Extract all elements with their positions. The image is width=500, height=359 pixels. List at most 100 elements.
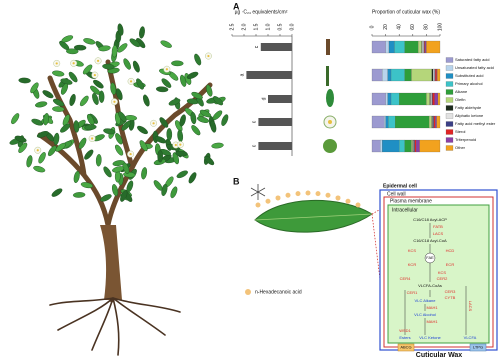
leaf (177, 129, 184, 143)
leaf (139, 140, 148, 152)
leaf (18, 77, 31, 84)
bar (258, 118, 292, 126)
bar-segment (433, 68, 435, 82)
pathway-node: KCS (408, 248, 417, 253)
flower-center (113, 100, 116, 103)
x-tick-label: 0.5 (277, 23, 283, 30)
legend-swatch (445, 129, 454, 135)
leaf (170, 186, 178, 199)
leaf (72, 192, 86, 198)
bar-segment (371, 115, 385, 129)
bar-axis-title: µg ·C₂₄ equivalents/cm² (235, 9, 288, 15)
fruit-icon (323, 139, 337, 153)
bar-segment (394, 40, 405, 54)
leaf (211, 142, 224, 149)
leaf (143, 94, 150, 107)
pathway-node: MAH1 (426, 319, 438, 324)
leaf (160, 40, 172, 48)
bar-segment (390, 68, 405, 82)
bar-segment (413, 139, 415, 153)
leaf (79, 95, 89, 107)
bar (260, 43, 292, 51)
legend-swatch (445, 81, 454, 87)
pathway-node: C16/C18 Acyl-CoA (413, 238, 447, 243)
leaf-vein (254, 213, 373, 221)
bar-segment (432, 92, 435, 106)
leaf (179, 114, 186, 127)
leaf (115, 133, 123, 145)
bar-segment (399, 92, 427, 106)
leaf (33, 165, 46, 173)
bar-segment (424, 40, 426, 54)
bar-segment (436, 68, 438, 82)
leaf (84, 149, 94, 160)
bar-segment (411, 68, 432, 82)
wax-dot (265, 198, 271, 204)
leaf (123, 58, 131, 70)
panel-label: B (233, 176, 240, 186)
bar-segment (430, 92, 432, 106)
bar-segment (426, 40, 441, 54)
leaf (82, 64, 93, 75)
leaf (115, 144, 124, 156)
flower-center (165, 68, 168, 71)
pathway-node: HCD (446, 248, 455, 253)
trunk (100, 225, 122, 300)
leaf (73, 120, 80, 133)
leaf (103, 166, 112, 178)
leaf (68, 71, 78, 83)
leaf (129, 38, 141, 48)
legend-swatch (445, 105, 454, 111)
leaf (18, 142, 28, 153)
flower-center (96, 59, 100, 62)
flower-center (36, 149, 39, 152)
leaf (159, 117, 169, 128)
leaf (73, 170, 80, 184)
bar-segment (434, 92, 439, 106)
legend-label: Alkane (455, 89, 468, 94)
bar-segment (435, 115, 437, 129)
pathway-node: VLCFA-CoAs (418, 283, 442, 288)
leaf (26, 155, 33, 168)
bar-segment (414, 139, 417, 153)
compartment-label: Cell wall (387, 191, 406, 197)
tea-tree (9, 23, 229, 356)
leaf (221, 114, 229, 126)
leaf (66, 48, 79, 55)
significance-letter: c (252, 144, 258, 147)
leaf (60, 83, 69, 95)
x-tick-label: 2.0 (241, 23, 247, 30)
leaf (166, 128, 173, 141)
leaf (83, 38, 96, 45)
cell-wall (383, 196, 494, 348)
bar-segment (387, 68, 392, 82)
wax-dot (285, 192, 291, 198)
bar-segment (385, 92, 388, 106)
fae-circle (424, 252, 436, 264)
leaf (141, 167, 148, 180)
pathway-node: LACS (433, 231, 444, 236)
leaf (95, 154, 102, 167)
abcg-box (397, 343, 415, 352)
pathway-node: VLC Alcohol (414, 312, 436, 317)
legend-swatch (445, 145, 454, 151)
wax-dot (335, 195, 341, 201)
leaf (212, 110, 223, 121)
bar-segment (424, 40, 427, 54)
bar-segment (388, 115, 396, 129)
leaf (11, 113, 20, 125)
snowflake (250, 184, 266, 200)
legend-swatch (445, 57, 454, 63)
flower-center (129, 80, 133, 83)
leaf (188, 172, 197, 184)
leaf (98, 45, 111, 52)
legend-swatch (445, 137, 454, 143)
leaf (98, 90, 105, 103)
significance-letter: c (254, 45, 260, 48)
leaf (254, 200, 373, 233)
leaf (176, 170, 188, 179)
leaf (194, 53, 202, 66)
legend-label: Substituted acid (455, 73, 483, 78)
leaf (36, 131, 49, 138)
leaf (90, 85, 101, 95)
